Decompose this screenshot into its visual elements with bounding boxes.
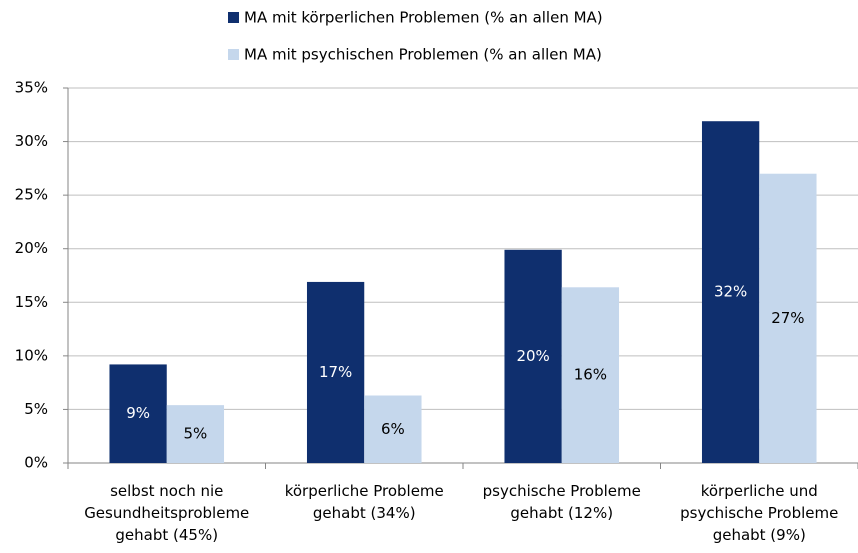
data-label: 17% (319, 363, 352, 381)
bar (109, 364, 167, 463)
bar (166, 405, 225, 463)
x-tick-label: psychische Probleme gehabt (12%) (482, 482, 641, 522)
bar (701, 121, 760, 463)
bar (504, 249, 562, 463)
y-tick-label: 10% (15, 346, 48, 364)
y-tick-label: 35% (15, 79, 48, 97)
bar (561, 287, 620, 463)
data-label: 9% (126, 404, 150, 422)
y-tick-label: 5% (24, 400, 48, 418)
legend-label: MA mit psychischen Problemen (% an allen… (244, 46, 602, 64)
data-label: 20% (516, 347, 549, 365)
x-tick-label: körperliche und psychische Probleme geha… (680, 482, 839, 544)
legend-swatch (228, 12, 239, 23)
data-label: 27% (771, 309, 804, 327)
x-tick-label: körperliche Probleme gehabt (34%) (284, 482, 444, 522)
y-tick-label: 0% (24, 454, 48, 472)
bar (364, 395, 422, 463)
bar (306, 281, 365, 463)
x-tick-label: selbst noch nie Gesundheitsprobleme geha… (84, 482, 250, 544)
y-tick-label: 30% (15, 132, 48, 150)
data-label: 32% (714, 283, 747, 301)
data-label: 6% (381, 420, 405, 438)
data-label: 5% (183, 425, 207, 443)
y-tick-label: 20% (15, 239, 48, 257)
y-tick-label: 15% (15, 293, 48, 311)
legend-swatch (228, 49, 239, 60)
legend-label: MA mit körperlichen Problemen (% an alle… (244, 9, 603, 27)
bar (759, 173, 817, 463)
data-label: 16% (574, 366, 607, 384)
y-tick-label: 25% (15, 186, 48, 204)
